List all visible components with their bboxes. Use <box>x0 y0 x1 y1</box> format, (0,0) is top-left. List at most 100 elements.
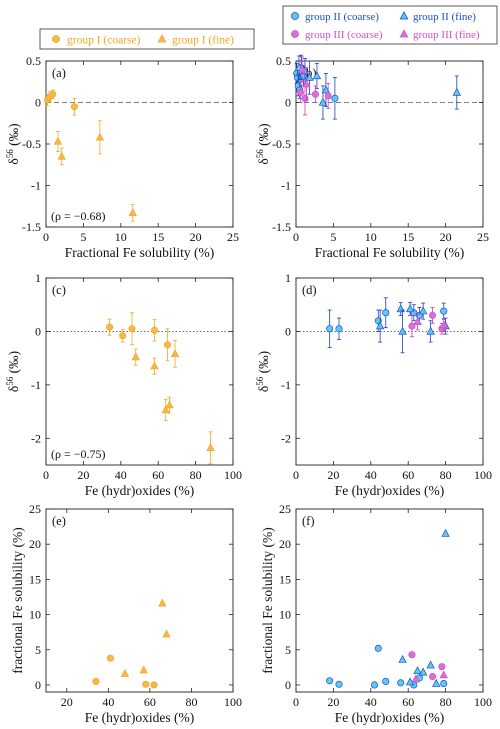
y-tick-label: 1 <box>285 271 291 285</box>
x-tick-label: 20 <box>327 695 339 709</box>
data-point-group-I-fine <box>158 598 167 607</box>
data-point-group-I-coarse <box>49 90 57 98</box>
x-tick-label: 10 <box>115 230 127 244</box>
data-point-group-II-fine <box>426 326 435 335</box>
y-tick-label: -0.5 <box>272 137 291 151</box>
x-tick-label: 40 <box>115 468 127 482</box>
data-point-group-II-fine <box>396 304 405 313</box>
data-point-group-II-coarse <box>397 679 405 687</box>
x-tick-label: 5 <box>330 230 336 244</box>
x-axis-label: Fe (hydr)oxides (%) <box>335 710 444 725</box>
data-point-group-I-fine <box>161 405 170 414</box>
y-tick-label: 25 <box>29 502 41 516</box>
x-tick-label: 40 <box>365 695 377 709</box>
x-tick-label: 100 <box>224 695 242 709</box>
x-tick-label: 80 <box>190 468 202 482</box>
legend-right: group II (coarse) group II (fine) group … <box>282 5 498 45</box>
data-point-group-I-fine <box>165 400 174 409</box>
plot-frame <box>45 277 234 466</box>
panel-label: (f) <box>302 514 315 528</box>
panel-label: (d) <box>302 283 317 297</box>
data-point-group-I-coarse <box>106 323 114 331</box>
correlation-annotation: (ρ = −0.68) <box>51 209 106 223</box>
data-point-group-III-coarse <box>438 663 446 671</box>
panel-e: 20 40 60 80 100 0 5 10 15 20 25 Fe (hydr)oxides (%)… <box>10 502 242 725</box>
data-point-group-III-coarse <box>311 90 319 98</box>
data-point-group-I-coarse <box>150 326 159 334</box>
data-point-group-II-coarse <box>370 681 379 689</box>
data-point-group-II-fine <box>413 666 422 675</box>
data-point-group-II-coarse <box>326 325 334 333</box>
y-tick-label: -2 <box>281 431 291 445</box>
data-point-group-I-coarse <box>119 332 127 340</box>
y-tick-label: -1 <box>281 179 291 193</box>
x-axis-label: Fe (hydr)oxides (%) <box>85 710 194 725</box>
y-tick-label: 0 <box>285 678 291 692</box>
data-point-group-I-coarse <box>128 325 136 333</box>
x-axis-label: Fractional Fe solubility (%) <box>65 245 215 260</box>
data-point-group-II-coarse <box>335 325 343 333</box>
data-point-group-III-fine <box>439 670 448 679</box>
data-point-group-II-coarse <box>326 677 334 685</box>
y-tick-label: -1.5 <box>272 220 291 234</box>
data-point-group-II-coarse <box>331 94 339 102</box>
x-tick-label: 80 <box>185 695 197 709</box>
data-point-group-II-fine <box>318 97 328 106</box>
plot-frame <box>45 508 234 693</box>
x-tick-label: 15 <box>152 230 164 244</box>
data-point-group-III-coarse <box>296 88 305 97</box>
data-point-group-III-fine <box>439 320 448 329</box>
data-point-group-I-coarse <box>70 103 78 111</box>
data-point-group-III-fine <box>302 79 311 88</box>
data-point-group-II-fine <box>405 677 415 686</box>
legend-left-frame <box>39 28 255 50</box>
y-tick-label: 0 <box>285 96 291 110</box>
legend-marker-triangle <box>399 11 409 20</box>
legend-label-group-III-coarse: group III (coarse) <box>305 29 383 41</box>
data-point-group-I-coarse <box>142 680 150 688</box>
y-axis-label: fractional Fe solubility (%) <box>260 527 275 674</box>
data-point-group-I-fine <box>206 443 215 452</box>
plot-frame <box>45 60 234 228</box>
x-tick-label: 25 <box>227 230 239 244</box>
x-tick-label: 80 <box>440 468 452 482</box>
data-point-group-II-coarse <box>382 677 390 685</box>
x-tick-label: 60 <box>144 695 156 709</box>
data-point-group-II-fine <box>426 660 435 669</box>
x-tick-label: 80 <box>440 695 452 709</box>
legend-marker-circle <box>291 12 299 20</box>
x-tick-label: 60 <box>402 468 414 482</box>
plot-frame <box>295 508 484 693</box>
y-tick-label: 25 <box>279 502 291 516</box>
y-tick-label: 0.5 <box>26 54 41 68</box>
y-tick-label: 0.5 <box>276 54 291 68</box>
data-point-group-III-coarse <box>428 311 437 319</box>
x-tick-label: 0 <box>293 468 299 482</box>
x-tick-label: 20 <box>77 468 89 482</box>
data-point-group-I-fine <box>131 352 140 361</box>
data-point-group-I-fine <box>57 151 66 160</box>
y-axis-label: δ56 (‰) <box>255 351 271 392</box>
y-tick-label: 10 <box>29 608 41 622</box>
x-tick-label: 20 <box>440 230 452 244</box>
panel-label: (a) <box>52 66 66 80</box>
data-point-group-II-fine <box>418 667 428 676</box>
legend-label-group-II-fine: group II (fine) <box>413 11 476 23</box>
data-point-group-III-fine <box>413 317 422 325</box>
legend-label-group-I-coarse: group I (coarse) <box>67 35 141 47</box>
y-tick-label: 20 <box>279 537 291 551</box>
x-axis-label: Fe (hydr)oxides (%) <box>85 483 194 498</box>
legend-label-group-III-fine: group III (fine) <box>413 29 480 41</box>
data-point-group-II-fine <box>418 306 428 315</box>
x-tick-label: 20 <box>327 468 339 482</box>
x-tick-label: 0 <box>43 230 49 244</box>
x-tick-label: 100 <box>224 468 242 482</box>
y-tick-label: 20 <box>29 537 41 551</box>
data-point-group-II-fine <box>441 528 450 537</box>
data-point-group-II-coarse <box>440 307 448 315</box>
data-point-group-I-coarse <box>106 654 114 662</box>
x-tick-label: 10 <box>365 230 377 244</box>
data-point-group-II-fine <box>398 654 407 663</box>
